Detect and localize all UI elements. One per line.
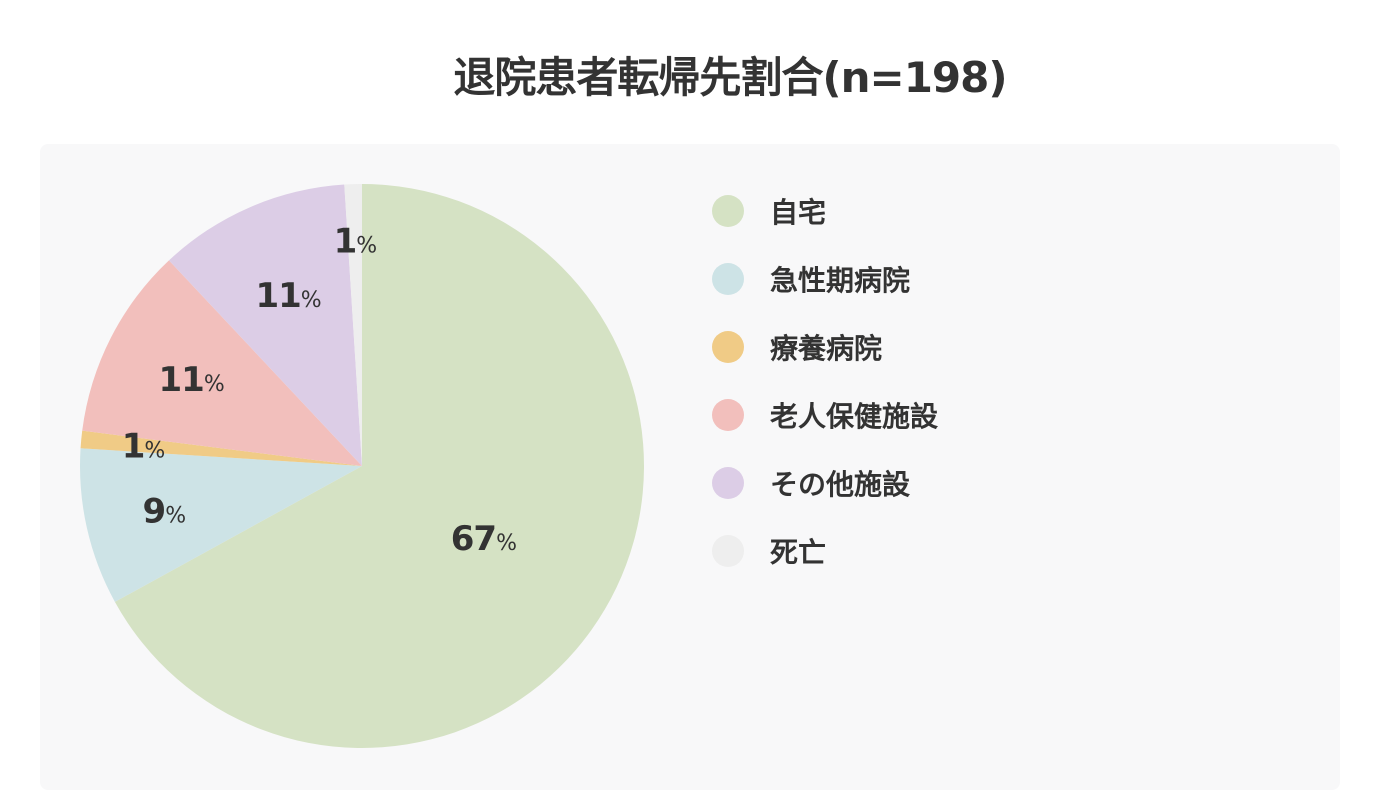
slice-value-label: 1%: [122, 426, 165, 466]
legend-item: 死亡: [712, 534, 938, 569]
slice-value-label: 67%: [451, 519, 516, 559]
pie-slice: [344, 184, 362, 466]
pie-slice: [114, 184, 644, 748]
legend-label: 死亡: [770, 536, 827, 569]
slice-value-label: 11%: [159, 360, 224, 400]
legend-item: 療養病院: [712, 330, 938, 365]
slice-value-label: 1%: [334, 222, 377, 262]
slice-value-label: 11%: [255, 276, 320, 316]
legend-label: その他施設: [770, 468, 911, 501]
legend-label: 自宅: [770, 196, 827, 229]
legend-swatch: [712, 263, 744, 295]
pie-slice: [82, 260, 362, 466]
legend-label: 老人保健施設: [770, 400, 939, 433]
pie-labels: 67% 9% 1% 11% 11% 1%: [122, 222, 517, 559]
pie-slice: [80, 430, 363, 466]
legend-swatch: [712, 467, 744, 499]
chart-title: 退院患者転帰先割合(n=198): [453, 53, 1007, 102]
legend-item: 自宅: [712, 194, 938, 229]
legend-item: 急性期病院: [712, 262, 938, 297]
legend-swatch: [712, 331, 744, 363]
legend-label: 療養病院: [770, 332, 883, 365]
legend-swatch: [712, 535, 744, 567]
slice-value-label: 9%: [143, 491, 186, 531]
pie-slice: [168, 184, 362, 466]
legend-swatch: [712, 399, 744, 431]
pie-slice: [79, 448, 362, 602]
legend-item: 老人保健施設: [712, 398, 939, 433]
legend-item: その他施設: [712, 466, 938, 501]
legend-label: 急性期病院: [770, 264, 911, 297]
legend: 自宅急性期病院療養病院老人保健施設 その他施設死亡: [712, 194, 938, 602]
legend-swatch: [712, 195, 744, 227]
pie-slices: [79, 184, 644, 748]
